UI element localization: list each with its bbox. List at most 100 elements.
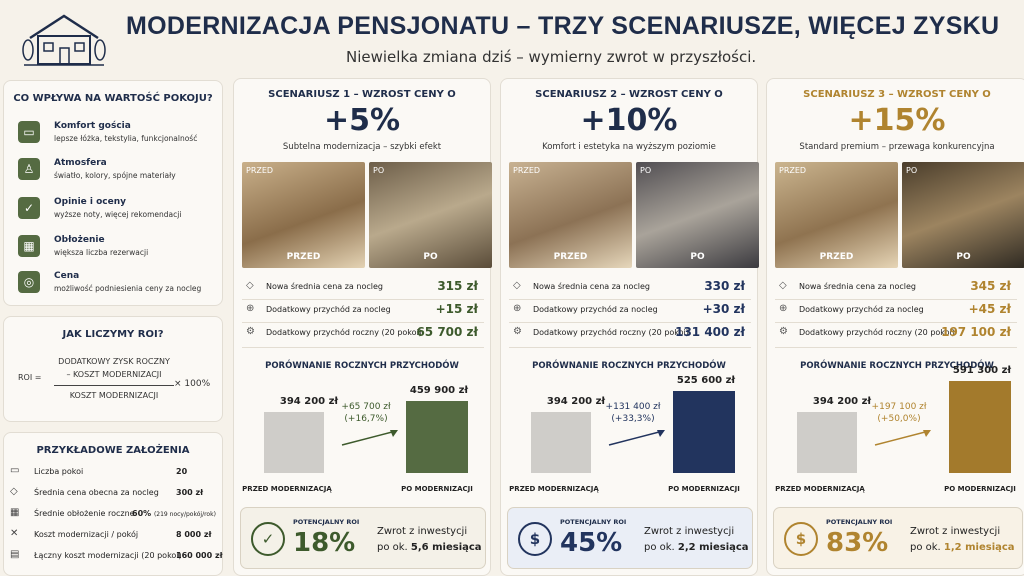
factor-title: Opinie i oceny: [54, 197, 127, 207]
metric-row: ⚙ Dodatkowy przychód roczny (20 pokoi) 6…: [242, 325, 484, 345]
after-caption: PO MODERNIZACJI: [401, 485, 473, 493]
roi-box: ✓ POTENCJALNY ROI 18% Zwrot z inwestycji…: [240, 507, 486, 569]
roi-denominator: KOSZT MODERNIZACJI: [69, 391, 159, 400]
scenario-title: SCENARIUSZ 3 – WZROST CENY O: [803, 89, 991, 100]
roi-formula-title: JAK LICZYMY ROI?: [62, 329, 164, 340]
assumption-row: ◇ Średnia cena obecna za nocleg 300 zł: [10, 486, 220, 506]
roi-multiplier: × 100%: [174, 379, 211, 389]
before-bar-value: 394 200 zł: [279, 396, 339, 407]
photo-tag: PO: [906, 166, 918, 175]
payback-text: Zwrot z inwestycji po ok. 1,2 miesiąca: [910, 524, 1015, 556]
scenario-percent: +15%: [848, 103, 946, 138]
payback-line2: po ok. 1,2 miesiąca: [910, 540, 1015, 556]
photo-tag: PRZED: [779, 166, 807, 175]
photo-before: PRZED PRZED: [775, 162, 898, 268]
assumption-value: 8 000 zł: [176, 530, 212, 539]
metric-value: 315 zł: [437, 279, 478, 293]
factor-item: ▭ Komfort gościa lepsze łóżka, tekstylia…: [18, 121, 218, 151]
comparison-title: PORÓWNANIE ROCZNYCH PRZYCHODÓW: [265, 361, 459, 371]
roi-percent: 83%: [826, 528, 889, 558]
payback-prefix: po ok.: [910, 542, 941, 553]
before-bar: [797, 412, 857, 473]
scenario-desc: Subtelna modernizacja – szybki efekt: [282, 142, 442, 152]
scenario-card-2: SCENARIUSZ 2 – WZROST CENY O +10% Komfor…: [500, 78, 759, 576]
metric-row: ⊕ Dodatkowy przychód za nocleg +30 zł: [509, 302, 751, 322]
divider: [242, 299, 484, 300]
divider: [242, 347, 484, 348]
assumption-row: ▦ Średnie obłożenie roczne 60% (219 nocy…: [10, 507, 220, 527]
factor-desc: światło, kolory, spójne materiały: [54, 171, 176, 180]
plus-icon: ⊕: [779, 303, 788, 314]
photo-label: PRZED: [286, 252, 321, 262]
roi-label: POTENCJALNY ROI: [293, 518, 360, 526]
bed-icon: ▭: [18, 121, 40, 143]
tag-icon: ◇: [779, 280, 787, 291]
payback-text: Zwrot z inwestycji po ok. 5,6 miesiąca: [377, 524, 482, 556]
assumption-row: ✕ Koszt modernizacji / pokój 8 000 zł: [10, 528, 220, 548]
after-caption: PO MODERNIZACJI: [944, 485, 1016, 493]
fraction-line: [54, 385, 174, 386]
divider: [775, 322, 1017, 323]
metric-row: ⊕ Dodatkowy przychód za nocleg +15 zł: [242, 302, 484, 322]
scenario-desc: Standard premium – przewaga konkurencyjn…: [799, 142, 995, 152]
factor-desc: wyższe noty, więcej rekomendacji: [54, 210, 182, 219]
metric-row: ⚙ Dodatkowy przychód roczny (20 pokoi) 1…: [509, 325, 751, 345]
payback-line1: Zwrot z inwestycji: [377, 526, 468, 537]
before-caption: PRZED MODERNIZACJĄ: [775, 485, 865, 493]
before-bar-value: 394 200 zł: [812, 396, 872, 407]
assumption-label: Średnia cena obecna za nocleg: [34, 488, 159, 497]
payback-text: Zwrot z inwestycji po ok. 2,2 miesiąca: [644, 524, 749, 556]
arrow-icon: [874, 430, 931, 446]
metric-value: 197 100 zł: [941, 325, 1011, 339]
gear-icon: ⚙: [779, 326, 788, 337]
house-icon: [22, 14, 106, 66]
thumbs-up-icon: ✓: [18, 197, 40, 219]
calendar-icon: ▦: [18, 235, 40, 257]
assumption-label: Średnie obłożenie roczne: [34, 509, 135, 518]
metric-row: ⚙ Dodatkowy przychód roczny (20 pokoi) 1…: [775, 325, 1017, 345]
after-caption: PO MODERNIZACJI: [668, 485, 740, 493]
factor-item: ✓ Opinie i oceny wyższe noty, więcej rek…: [18, 197, 218, 227]
increase-percent: (+33,3%): [611, 414, 655, 424]
metric-label: Dodatkowy przychód za nocleg: [266, 305, 391, 314]
scenario-percent: +10%: [580, 103, 678, 138]
before-caption: PRZED MODERNIZACJĄ: [242, 485, 332, 493]
increase-value: +131 400 zł: [605, 402, 661, 412]
metric-value: +15 zł: [435, 302, 478, 316]
dollar-icon: $: [784, 522, 818, 556]
after-bar-value: 459 900 zł: [409, 385, 469, 396]
after-bar: [673, 391, 735, 473]
comparison-title: PORÓWNANIE ROCZNYCH PRZYCHODÓW: [532, 361, 726, 371]
factor-title: Atmosfera: [54, 158, 107, 168]
coins-icon: ◎: [18, 271, 40, 293]
roi-formula: ROI = DODATKOWY ZYSK ROCZNY – KOSZT MODE…: [18, 355, 218, 415]
metric-label: Nowa średnia cena za nocleg: [533, 282, 650, 291]
plus-icon: ⊕: [513, 303, 522, 314]
roi-percent: 45%: [560, 528, 623, 558]
metric-label: Nowa średnia cena za nocleg: [799, 282, 916, 291]
comparison-title: PORÓWNANIE ROCZNYCH PRZYCHODÓW: [800, 361, 994, 371]
metric-row: ◇ Nowa średnia cena za nocleg 330 zł: [509, 279, 751, 299]
gear-icon: ⚙: [513, 326, 522, 337]
before-caption: PRZED MODERNIZACJĄ: [509, 485, 599, 493]
growth-icon: ✓: [251, 522, 285, 556]
metric-value: 65 700 zł: [416, 325, 478, 339]
scenario-percent: +5%: [323, 103, 401, 138]
payback-prefix: po ok.: [377, 542, 408, 553]
page-subtitle: Niewielka zmiana dziś – wymierny zwrot w…: [346, 48, 757, 66]
payback-line2: po ok. 5,6 miesiąca: [377, 540, 482, 556]
divider: [509, 347, 751, 348]
gear-icon: ⚙: [246, 326, 255, 337]
photo-label: PO: [423, 252, 438, 262]
assumption-row: ▭ Liczba pokoi 20: [10, 465, 220, 485]
assumption-value: 160 000 zł: [176, 551, 223, 560]
scenario-card-3: SCENARIUSZ 3 – WZROST CENY O +15% Standa…: [766, 78, 1024, 576]
metric-row: ◇ Nowa średnia cena za nocleg 315 zł: [242, 279, 484, 299]
page-title: MODERNIZACJA PENSJONATU – TRZY SCENARIUS…: [126, 12, 1000, 40]
before-bar-value: 394 200 zł: [546, 396, 606, 407]
assumption-value: 60% (219 nocy/pokój/rok): [132, 509, 216, 518]
roi-box: $ POTENCJALNY ROI 83% Zwrot z inwestycji…: [773, 507, 1023, 569]
divider: [775, 299, 1017, 300]
bed-icon: ▭: [10, 465, 20, 476]
roi-label: ROI =: [18, 373, 42, 382]
